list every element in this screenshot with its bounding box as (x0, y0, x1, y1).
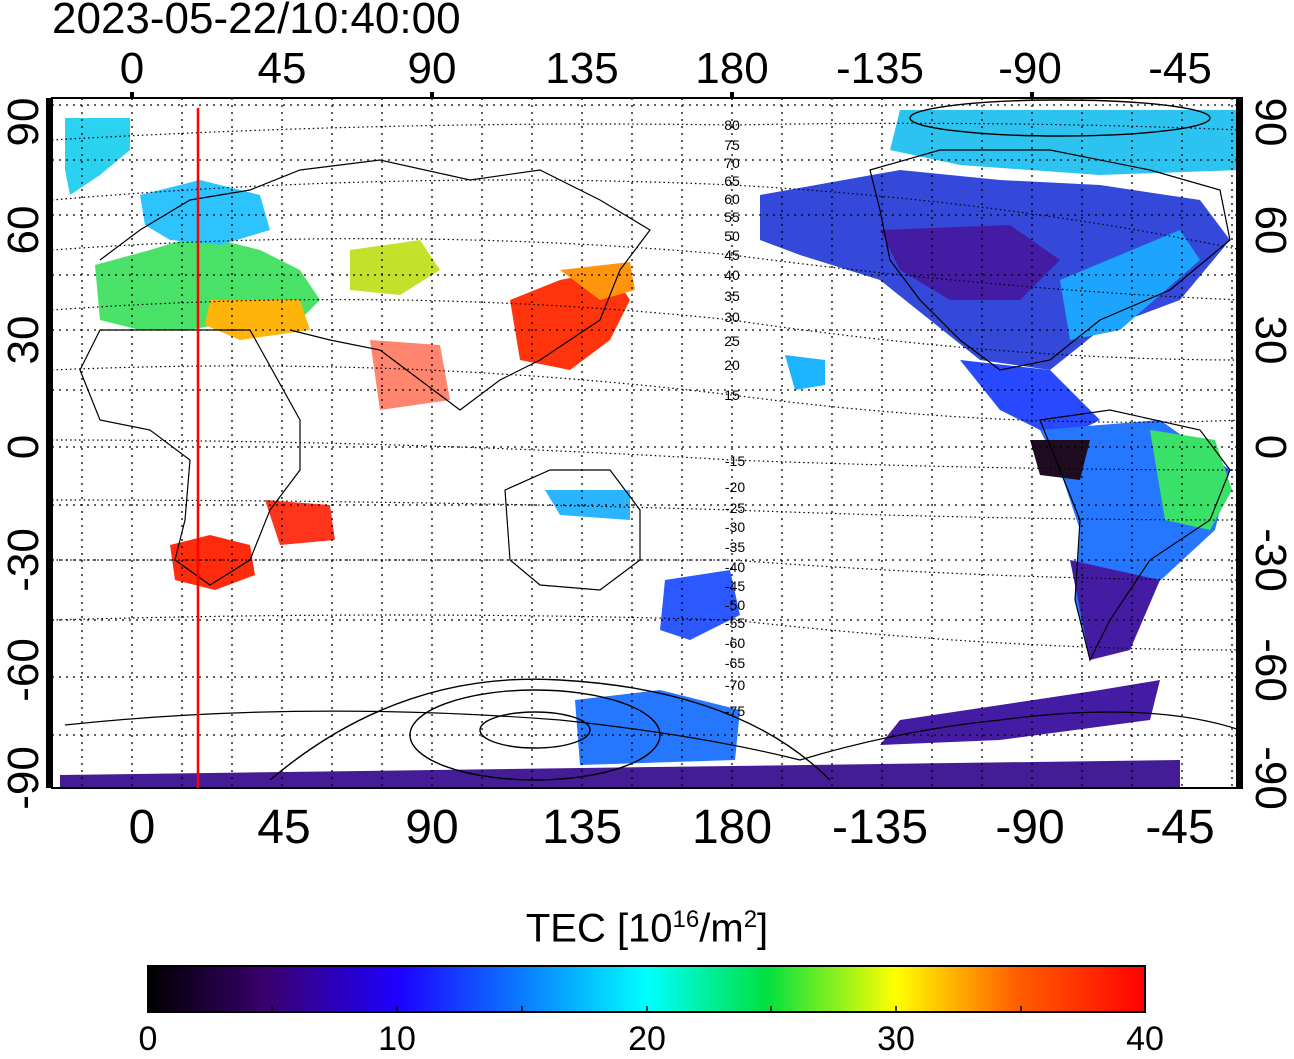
colorbar-label-unit-exponent: 2 (743, 906, 758, 933)
x-tick-top: 45 (257, 44, 307, 93)
x-tick-top: -135 (835, 44, 925, 93)
x-tick-top: 180 (695, 44, 769, 93)
colorbar (147, 965, 1146, 1013)
tec-region-north-america-core (880, 225, 1060, 300)
tec-region-central-america (960, 360, 1100, 440)
contour-label: 75 (724, 137, 740, 153)
tec-region-new-zealand (660, 570, 740, 640)
contour-label: -40 (725, 559, 745, 575)
colorbar-label: TEC [1016/m2] (0, 906, 1294, 951)
x-tick-bottom: 135 (541, 801, 623, 854)
contour-label: -75 (725, 703, 745, 719)
y-tick-left: -30 (0, 528, 48, 592)
y-tick-right: 0 (1246, 435, 1294, 459)
x-tick-bottom: 0 (128, 801, 156, 854)
y-tick-right: -30 (1246, 528, 1294, 592)
contour-label: 50 (724, 228, 740, 244)
tec-region-brazil (1150, 430, 1232, 530)
magnetic-contours (52, 122, 1242, 651)
y-tick-right: 60 (1246, 206, 1294, 255)
contour-label: -15 (725, 453, 745, 469)
colorbar-tick: 10 (378, 1020, 416, 1058)
contour-label: -65 (725, 655, 745, 671)
x-tick-bottom: 45 (257, 801, 311, 854)
contour-label: 25 (724, 333, 740, 349)
contour-label: 45 (724, 247, 740, 263)
x-tick-top: -45 (1148, 44, 1212, 93)
contour-label: 20 (724, 357, 740, 373)
contour-label: 65 (724, 173, 740, 189)
contour-label: -25 (725, 500, 745, 516)
contour-label: 55 (724, 209, 740, 225)
timestamp: 2023-05-22/10:40:00 (52, 0, 461, 43)
x-tick-bottom: 90 (405, 801, 459, 854)
frame-ticks (46, 92, 1242, 788)
contour-label: -50 (725, 597, 745, 613)
colorbar-minor-ticks (271, 1006, 1022, 1012)
y-tick-right: -90 (1246, 746, 1294, 810)
colorbar-label-prefix: TEC [10 (525, 906, 673, 951)
tec-region-hawaii (785, 355, 825, 390)
contour-label: -30 (725, 519, 745, 535)
contour-label: -45 (725, 578, 745, 594)
colorbar-tick: 0 (138, 1020, 158, 1058)
tec-region-antarctic-south (60, 760, 1180, 788)
tec-region-mediterranean (205, 300, 310, 340)
tec-region-antarctic-peninsula (880, 680, 1160, 745)
tec-region-patagonia (1070, 560, 1160, 660)
tec-region-andes (1030, 440, 1090, 480)
contour-label: 80 (724, 117, 740, 133)
y-tick-left: 30 (0, 316, 48, 365)
tec-region-east-africa (265, 500, 335, 545)
contour-label: 60 (724, 191, 740, 207)
y-tick-right: -60 (1246, 638, 1294, 702)
contour-label: 70 (724, 155, 740, 171)
contour-label: 40 (724, 267, 740, 283)
y-tick-left: -60 (0, 638, 48, 702)
colorbar-tick: 30 (877, 1020, 915, 1058)
x-tick-bottom: -90 (995, 801, 1065, 854)
tec-region-greenland-sea (65, 118, 130, 195)
y-tick-right: 90 (1246, 98, 1294, 147)
tec-data-layer (60, 110, 1240, 788)
contour-labels: 80 75 70 65 60 55 50 45 40 35 30 25 20 1… (724, 117, 745, 719)
x-tick-bottom: 180 (691, 801, 773, 854)
contour-label: -20 (725, 479, 745, 495)
tec-region-arctic-canada (890, 110, 1240, 175)
y-ticks-left: 90 60 30 0 -30 -60 -90 (0, 98, 48, 810)
x-tick-top: 0 (119, 44, 145, 93)
y-ticks-right: 90 60 30 0 -30 -60 -90 (1246, 98, 1294, 810)
x-tick-bottom: -135 (831, 801, 929, 854)
contour-label: 15 (724, 387, 740, 403)
y-tick-left: 90 (0, 98, 48, 147)
tec-region-north-australia (545, 490, 630, 520)
x-tick-top: 135 (545, 44, 619, 93)
x-tick-bottom: -45 (1145, 801, 1215, 854)
y-tick-left: 60 (0, 206, 48, 255)
contour-label: 30 (724, 309, 740, 325)
colorbar-tick: 40 (1126, 1020, 1164, 1058)
coastlines (64, 149, 1241, 761)
contour-label: -60 (725, 635, 745, 651)
contour-label: -70 (725, 677, 745, 693)
tec-region-japan-sea (560, 262, 635, 300)
y-tick-right: 30 (1246, 316, 1294, 365)
tec-region-siberia (350, 240, 440, 295)
colorbar-label-suffix: ] (757, 906, 769, 951)
colorbar-label-unit: /m (699, 906, 744, 951)
x-tick-top: 90 (407, 44, 457, 93)
y-tick-left: 0 (0, 435, 48, 459)
tec-region-east-coast (1060, 230, 1200, 340)
contour-label: -35 (725, 539, 745, 555)
contour-label: 35 (724, 288, 740, 304)
colorbar-tick: 20 (628, 1020, 666, 1058)
contour-label: -55 (725, 615, 745, 631)
tec-region-south-africa (170, 535, 255, 590)
x-tick-top: -90 (998, 44, 1062, 93)
y-tick-left: -90 (0, 746, 48, 810)
southern-pole-contours (269, 99, 1211, 781)
colorbar-label-exponent: 16 (672, 906, 700, 933)
tec-region-scandinavia (140, 180, 270, 245)
